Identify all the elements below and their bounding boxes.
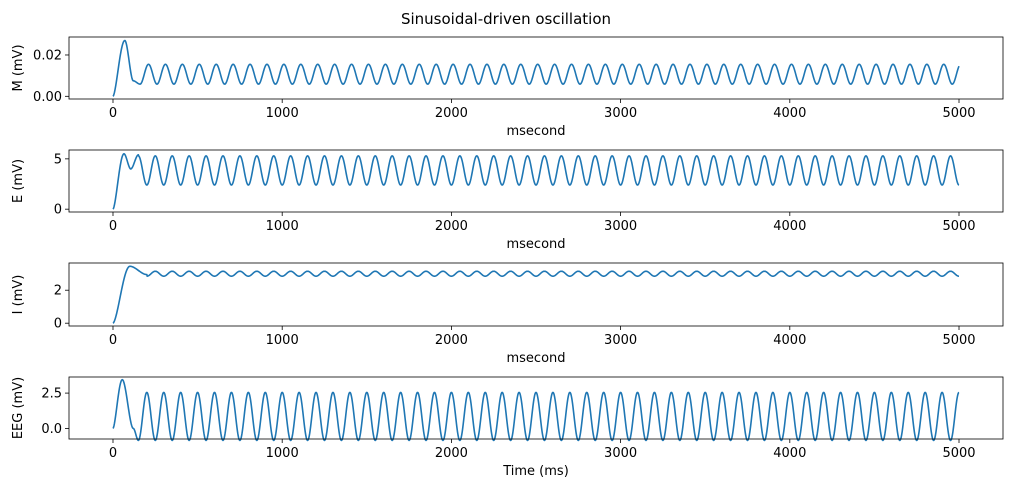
x-tick-label: 4000: [773, 106, 806, 121]
x-tick-label: 4000: [773, 219, 806, 234]
x-tick-label: 2000: [435, 446, 468, 461]
x-tick-label: 5000: [942, 446, 975, 461]
series-line: [112, 153, 960, 210]
x-tick-label: 1000: [266, 219, 299, 234]
y-axis-label: EEG (mV): [11, 377, 26, 439]
x-tick-label: 2000: [435, 333, 468, 348]
x-tick-label: 5000: [942, 106, 975, 121]
x-axis-label: msecond: [506, 124, 565, 139]
panel-3: 0 1000 2000 3000 4000 5000 0 2 msecond I (mV): [11, 262, 1004, 366]
y-axis-label: E (mV): [11, 159, 26, 203]
y-tick-label: 5: [54, 152, 62, 167]
x-tick-label: 4000: [773, 333, 806, 348]
series-line: [112, 265, 960, 324]
axes-frame: [68, 262, 1004, 327]
panel-1: 0 1000 2000 3000 4000 5000 0.00 0.02 msecond M (m…: [11, 36, 1004, 139]
x-axis-label: Time (ms): [502, 464, 569, 479]
x-tick-label: 2000: [435, 219, 468, 234]
chart-title: Sinusoidal-driven oscillation: [401, 10, 611, 28]
axes-frame: [68, 149, 1004, 213]
y-tick-label: 0: [54, 317, 62, 332]
x-tick-label: 5000: [942, 333, 975, 348]
series-line: [112, 39, 960, 97]
y-tick-label: 2.5: [41, 387, 62, 402]
panel-2: 0 1000 2000 3000 4000 5000 0 5 msecond E (mV): [11, 149, 1004, 252]
x-tick-label: 1000: [266, 106, 299, 121]
y-tick-label: 0.00: [33, 90, 62, 105]
panel-4: 0 1000 2000 3000 4000 5000 0.0 2.5 Time (ms) EEG …: [11, 376, 1004, 479]
axes-frame: [68, 376, 1004, 440]
x-tick-label: 0: [109, 333, 117, 348]
x-axis-label: msecond: [506, 237, 565, 252]
x-tick-label: 3000: [604, 446, 637, 461]
x-tick-label: 1000: [266, 446, 299, 461]
x-axis-label: msecond: [506, 351, 565, 366]
x-tick-label: 0: [109, 219, 117, 234]
y-tick-label: 2: [54, 284, 62, 299]
x-tick-label: 5000: [942, 219, 975, 234]
x-tick-label: 0: [109, 446, 117, 461]
y-axis-label: M (mV): [11, 44, 26, 91]
y-tick-label: 0.0: [41, 422, 62, 437]
x-tick-label: 4000: [773, 446, 806, 461]
series-line: [112, 378, 960, 442]
y-tick-label: 0: [54, 203, 62, 218]
x-tick-label: 0: [109, 106, 117, 121]
x-tick-label: 3000: [604, 106, 637, 121]
axes-frame: [68, 36, 1004, 100]
y-tick-label: 0.02: [33, 48, 62, 63]
x-tick-label: 2000: [435, 106, 468, 121]
x-tick-label: 3000: [604, 333, 637, 348]
y-axis-label: I (mV): [11, 275, 26, 315]
x-tick-label: 3000: [604, 219, 637, 234]
x-tick-label: 1000: [266, 333, 299, 348]
